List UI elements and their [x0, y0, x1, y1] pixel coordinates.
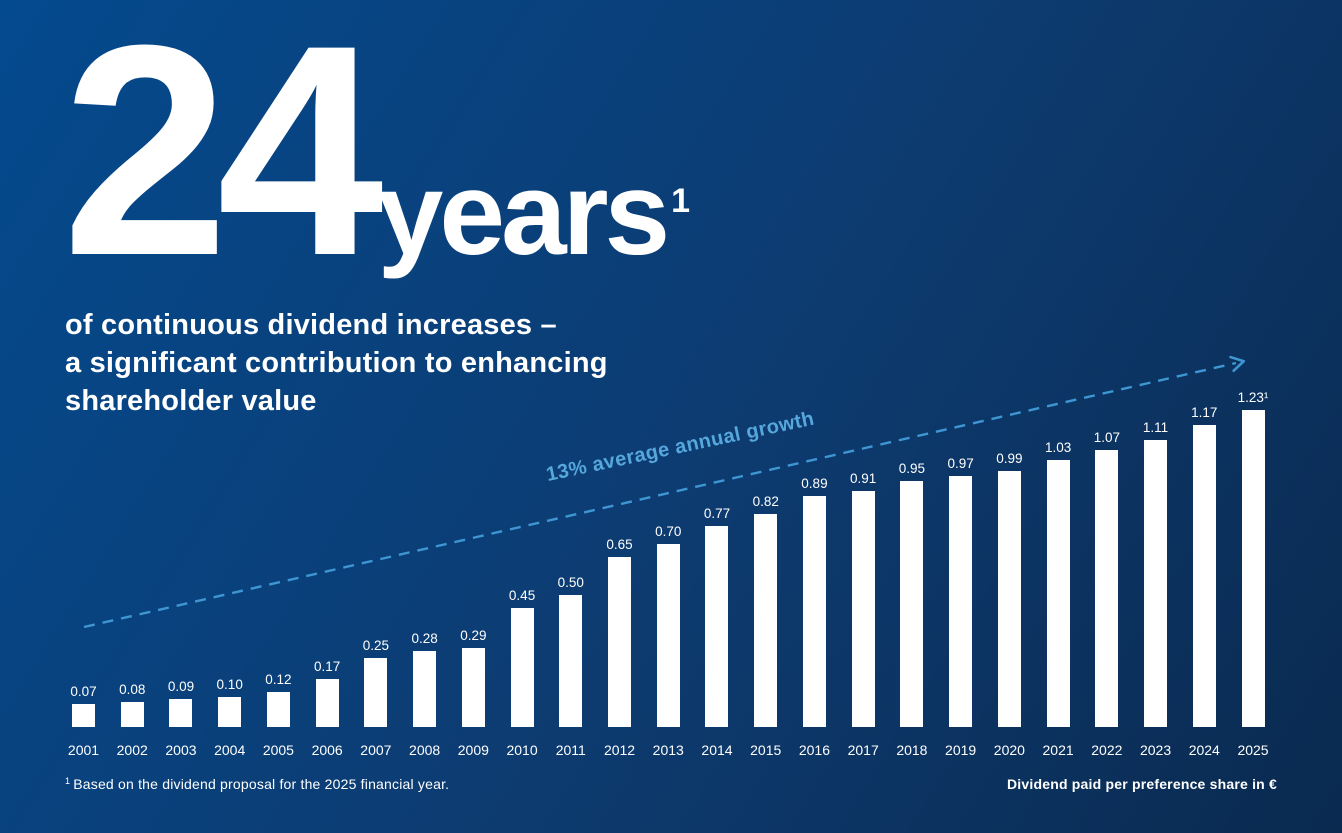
x-tick-2020: 2020 [993, 742, 1025, 758]
x-tick-2006: 2006 [311, 742, 343, 758]
bar-value-2019: 0.97 [947, 456, 974, 471]
x-tick-2024: 2024 [1188, 742, 1220, 758]
subtitle-line-1: of continuous dividend increases – [65, 309, 557, 341]
x-tick-2003: 2003 [165, 742, 197, 758]
headline-unit-word: years [377, 148, 670, 280]
bar-2024 [1192, 425, 1216, 727]
x-tick-2002: 2002 [116, 742, 148, 758]
bar-2012 [608, 557, 632, 727]
bar-2020 [997, 471, 1021, 727]
subtitle-line-3: shareholder value [65, 385, 317, 417]
x-tick-2021: 2021 [1042, 742, 1074, 758]
bar-2006 [315, 679, 339, 727]
bar-2025 [1241, 410, 1265, 727]
x-tick-2016: 2016 [798, 742, 831, 758]
bar-2017 [851, 491, 875, 727]
footnote-text: Based on the dividend proposal for the 2… [73, 776, 450, 792]
bar-2007 [364, 658, 388, 727]
bar-2002 [120, 702, 144, 727]
bar-2023 [1144, 440, 1168, 727]
bar-2019 [949, 476, 973, 727]
bar-2001 [72, 704, 95, 727]
bar-2008 [413, 651, 437, 727]
bar-value-2008: 0.28 [411, 631, 438, 646]
headline-footnote-marker: 1 [671, 182, 691, 220]
bar-value-2010: 0.45 [508, 588, 536, 603]
bar-2003 [169, 699, 193, 727]
bar-2013 [656, 544, 680, 727]
x-tick-2019: 2019 [945, 742, 977, 758]
x-tick-2023: 2023 [1139, 742, 1172, 758]
subtitle-line-2: a significant contribution to enhancing [65, 347, 608, 379]
footnote-marker: 1 [65, 776, 71, 786]
bar-value-2024: 1.17 [1191, 405, 1218, 420]
x-tick-2011: 2011 [555, 742, 586, 758]
headline: 24years 1 [62, 0, 690, 300]
bar-2009 [461, 648, 485, 727]
x-tick-2017: 2017 [847, 742, 879, 758]
bar-value-2017: 0.91 [850, 471, 877, 486]
x-tick-2007: 2007 [360, 742, 392, 758]
bar-value-2004: 0.10 [216, 677, 243, 692]
bar-value-2025: 1.23¹ [1237, 390, 1269, 405]
bar-value-2012: 0.65 [606, 537, 633, 552]
bar-value-2014: 0.77 [703, 506, 731, 521]
x-tick-2009: 2009 [457, 742, 489, 758]
bar-value-2006: 0.17 [314, 659, 341, 674]
x-tick-2008: 2008 [409, 742, 441, 758]
x-tick-2004: 2004 [214, 742, 246, 758]
x-tick-2018: 2018 [896, 742, 928, 758]
bar-value-2018: 0.95 [898, 461, 926, 476]
bar-value-2022: 1.07 [1093, 430, 1120, 445]
bar-value-2020: 0.99 [996, 451, 1023, 466]
bar-value-2005: 0.12 [265, 672, 292, 687]
x-tick-2013: 2013 [652, 742, 684, 758]
x-tick-2005: 2005 [262, 742, 294, 758]
x-tick-2014: 2014 [701, 742, 733, 758]
bar-value-2015: 0.82 [752, 494, 779, 509]
headline-number: 24 [62, 0, 384, 318]
bar-2016 [802, 496, 826, 727]
x-tick-2012: 2012 [603, 742, 636, 758]
bar-value-2021: 1.03 [1044, 440, 1072, 455]
x-tick-2010: 2010 [506, 742, 538, 758]
bar-2021 [1046, 460, 1070, 727]
bar-2018 [900, 481, 924, 727]
bar-2014 [705, 526, 729, 727]
bar-value-2001: 0.07 [70, 684, 97, 699]
bar-2004 [218, 697, 242, 727]
bar-value-2013: 0.70 [655, 524, 682, 539]
bar-value-2007: 0.25 [362, 638, 390, 653]
bar-value-2016: 0.89 [801, 476, 828, 491]
bar-value-2023: 1.11 [1142, 420, 1169, 435]
footnote: 1 Based on the dividend proposal for the … [65, 776, 449, 792]
headline-subtitle: of continuous dividend increases – a sig… [65, 306, 608, 420]
bar-2015 [754, 514, 778, 727]
x-tick-2025: 2025 [1237, 742, 1269, 758]
x-tick-2015: 2015 [750, 742, 782, 758]
bar-2011 [559, 595, 583, 727]
x-tick-2001: 2001 [67, 742, 100, 758]
bar-2005 [266, 692, 290, 727]
bar-value-2002: 0.08 [119, 682, 146, 697]
headline-unit: years 1 [378, 146, 690, 282]
bar-value-2009: 0.29 [460, 628, 487, 643]
x-tick-2022: 2022 [1091, 742, 1123, 758]
bar-value-2011: 0.50 [557, 575, 584, 590]
axis-unit-note: Dividend paid per preference share in € [1007, 776, 1277, 792]
bar-2022 [1095, 450, 1119, 727]
bar-2010 [510, 608, 534, 727]
bar-value-2003: 0.09 [167, 679, 195, 694]
